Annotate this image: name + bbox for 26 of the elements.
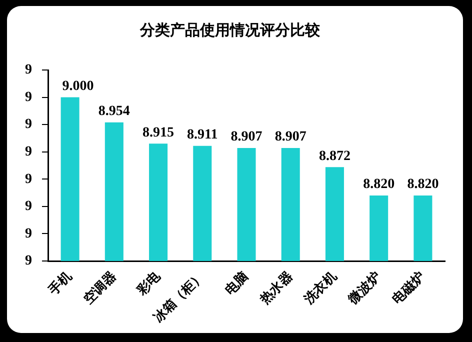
y-tick-label: 9 — [25, 117, 32, 132]
chart-title: 分类产品使用情况评分比较 — [139, 22, 321, 39]
y-tick-label: 9 — [25, 144, 32, 160]
x-tick-label: 电磁炉 — [389, 268, 428, 307]
data-label: 8.820 — [407, 177, 439, 192]
x-tick-label: 彩电 — [133, 268, 164, 298]
y-tick-label: 9 — [25, 62, 32, 78]
y-tick-label: 9 — [25, 172, 32, 187]
data-label: 9.000 — [62, 78, 94, 94]
data-label: 8.820 — [363, 177, 395, 192]
x-tick-label: 空调器 — [80, 268, 119, 307]
data-label: 8.907 — [230, 130, 262, 145]
data-label: 8.907 — [274, 130, 306, 145]
y-tick-label: 9 — [25, 199, 32, 214]
x-tick-label: 电脑 — [222, 268, 251, 298]
x-tick-label: 洗衣机 — [300, 268, 340, 308]
y-tick-label: 9 — [25, 254, 32, 269]
data-label: 8.954 — [98, 104, 130, 119]
x-tick-label: 手机 — [44, 268, 75, 298]
y-tick-label: 9 — [25, 90, 32, 105]
data-label: 8.872 — [318, 148, 350, 164]
data-label: 8.915 — [142, 125, 174, 140]
y-tick-label: 9 — [25, 226, 32, 242]
data-label: 8.911 — [187, 127, 218, 142]
x-tick-label: 热水器 — [256, 268, 296, 308]
x-tick-label: 微波炉 — [344, 268, 384, 308]
